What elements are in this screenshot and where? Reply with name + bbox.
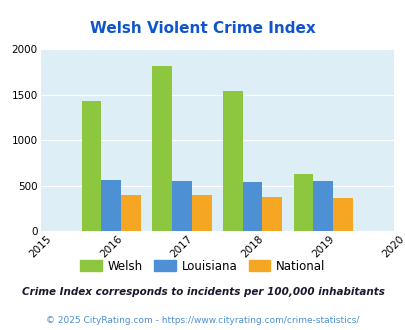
Bar — [332, 198, 352, 231]
Bar — [293, 174, 313, 231]
Legend: Welsh, Louisiana, National: Welsh, Louisiana, National — [75, 255, 330, 278]
Bar — [81, 101, 101, 231]
Bar — [172, 181, 191, 231]
Bar — [222, 91, 242, 231]
Text: Crime Index corresponds to incidents per 100,000 inhabitants: Crime Index corresponds to incidents per… — [21, 287, 384, 297]
Bar — [152, 66, 172, 231]
Text: © 2025 CityRating.com - https://www.cityrating.com/crime-statistics/: © 2025 CityRating.com - https://www.city… — [46, 315, 359, 325]
Bar — [313, 181, 332, 231]
Bar — [121, 195, 141, 231]
Bar — [191, 195, 211, 231]
Text: Welsh Violent Crime Index: Welsh Violent Crime Index — [90, 21, 315, 36]
Bar — [242, 182, 262, 231]
Bar — [101, 180, 121, 231]
Bar — [262, 197, 281, 231]
